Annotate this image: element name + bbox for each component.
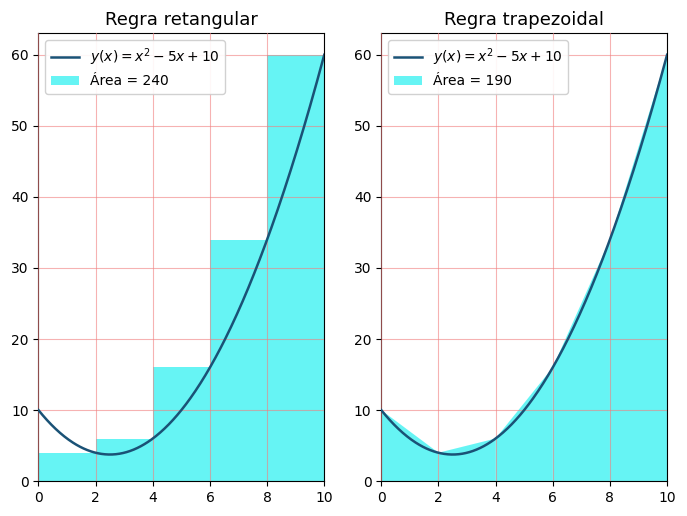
Bar	[95, 439, 153, 481]
Legend: $y(x) = x^2 - 5x + 10$, Área = 190: $y(x) = x^2 - 5x + 10$, Área = 190	[388, 40, 568, 94]
Polygon shape	[381, 410, 438, 481]
Polygon shape	[610, 55, 667, 481]
Title: Regra retangular: Regra retangular	[105, 11, 258, 29]
Legend: $y(x) = x^2 - 5x + 10$, Área = 240: $y(x) = x^2 - 5x + 10$, Área = 240	[45, 40, 225, 94]
Bar	[38, 453, 95, 481]
Bar	[153, 367, 210, 481]
Polygon shape	[495, 367, 553, 481]
Polygon shape	[553, 239, 610, 481]
Bar	[210, 239, 267, 481]
Bar	[267, 55, 324, 481]
Polygon shape	[438, 439, 495, 481]
Title: Regra trapezoidal: Regra trapezoidal	[444, 11, 604, 29]
